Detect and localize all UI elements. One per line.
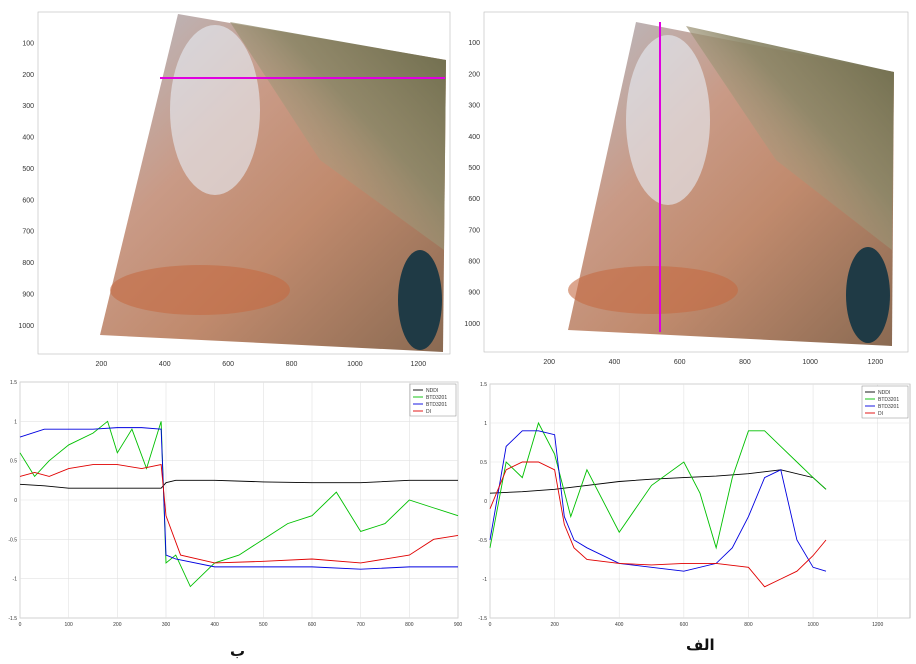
legend-label: NDDI bbox=[426, 388, 438, 394]
gulf-water bbox=[846, 247, 890, 343]
satellite-image-panel-left: 200 400 600 800 1000 1200 100 200 300 400 500 600 70… bbox=[18, 11, 451, 368]
x-tick-label: 600 bbox=[308, 622, 317, 628]
x-tick-label: 1200 bbox=[411, 361, 427, 368]
y-tick-label: -0.5 bbox=[8, 537, 17, 543]
y-tick-label: 500 bbox=[22, 166, 34, 173]
x-tick-label: 1200 bbox=[868, 359, 884, 366]
x-tick-label: 400 bbox=[609, 359, 621, 366]
legend-label: BTD3201 bbox=[426, 395, 447, 401]
x-tick-label: 500 bbox=[259, 622, 268, 628]
y-tick-label: -1.5 bbox=[478, 616, 487, 622]
y-tick-label: 300 bbox=[22, 103, 34, 110]
caption-left: ب bbox=[230, 642, 246, 660]
series-line-btd3201 bbox=[489, 421, 827, 550]
y-tick-label: 800 bbox=[22, 260, 34, 267]
x-tick-label: 0 bbox=[19, 622, 22, 628]
x-tick-label: 400 bbox=[159, 361, 171, 368]
y-tick-label: 1000 bbox=[464, 321, 480, 328]
y-tick-label: 0.5 bbox=[10, 459, 17, 465]
y-tick-label: 0 bbox=[14, 498, 17, 504]
y-tick-label: 600 bbox=[22, 197, 34, 204]
series-line-nddi bbox=[489, 469, 827, 494]
y-tick-label: 1000 bbox=[18, 323, 34, 330]
x-tick-label: 200 bbox=[113, 622, 122, 628]
axis-ticks-right-image: 200 400 600 800 1000 1200 100 200 300 400 500 600 70… bbox=[464, 40, 883, 366]
series-line-nddi bbox=[19, 479, 458, 489]
y-tick-label: -0.5 bbox=[478, 538, 487, 544]
y-tick-label: 900 bbox=[22, 291, 34, 298]
sand-sea bbox=[568, 266, 738, 314]
x-tick-label: 1200 bbox=[872, 622, 883, 628]
x-tick-label: 200 bbox=[543, 359, 555, 366]
x-tick-label: 800 bbox=[739, 359, 751, 366]
series-line-btd3201 bbox=[19, 420, 459, 588]
x-tick-label: 200 bbox=[550, 622, 559, 628]
vegetation-overlay bbox=[686, 26, 894, 250]
x-tick-label: 700 bbox=[356, 622, 365, 628]
axis-ticks-left-image: 200 400 600 800 1000 1200 100 200 300 400 500 600 70… bbox=[18, 40, 426, 368]
y-tick-label: 400 bbox=[22, 135, 34, 142]
series-line-btd3201 bbox=[19, 427, 458, 570]
x-tick-label: 800 bbox=[744, 622, 753, 628]
profile-chart-left: 0 100 200 300 400 500 600 700 800 900 -1.5 -1 -0.5 0 0… bbox=[8, 380, 462, 628]
legend-label: NDDI bbox=[878, 390, 890, 396]
y-tick-label: 800 bbox=[468, 259, 480, 266]
y-tick-label: 900 bbox=[468, 290, 480, 297]
x-tick-label: 0 bbox=[489, 622, 492, 628]
legend-label: BTD3201 bbox=[426, 402, 447, 408]
satellite-image-panel-right: 200 400 600 800 1000 1200 100 200 300 400 500 600 70… bbox=[464, 11, 909, 366]
y-tick-label: 300 bbox=[468, 103, 480, 110]
x-tick-label: 100 bbox=[64, 622, 73, 628]
caption-right: الف bbox=[686, 636, 715, 654]
legend-label: BTD3201 bbox=[878, 404, 899, 410]
series-line-di bbox=[19, 464, 459, 564]
legend-label: DI bbox=[426, 409, 431, 415]
y-tick-label: 600 bbox=[468, 196, 480, 203]
series-line-btd3201 bbox=[489, 430, 827, 572]
legend-label: DI bbox=[878, 411, 883, 417]
x-tick-label: 1000 bbox=[808, 622, 819, 628]
y-tick-label: 200 bbox=[22, 72, 34, 79]
y-tick-label: 1 bbox=[14, 419, 17, 425]
gulf-water bbox=[398, 250, 442, 350]
y-tick-label: 100 bbox=[22, 40, 34, 47]
y-tick-label: 0.5 bbox=[480, 460, 487, 466]
x-tick-label: 400 bbox=[210, 622, 219, 628]
x-tick-label: 600 bbox=[674, 359, 686, 366]
x-tick-label: 800 bbox=[286, 361, 298, 368]
y-tick-label: 1 bbox=[484, 421, 487, 427]
y-tick-label: 1.5 bbox=[10, 380, 17, 386]
y-tick-label: 1.5 bbox=[480, 382, 487, 388]
y-tick-label: 100 bbox=[468, 40, 480, 47]
y-tick-label: 700 bbox=[22, 229, 34, 236]
legend-label: BTD3201 bbox=[878, 397, 899, 403]
dust-plume bbox=[170, 25, 260, 195]
x-tick-label: 400 bbox=[615, 622, 624, 628]
sand-sea bbox=[110, 265, 290, 315]
y-tick-label: -1 bbox=[13, 577, 18, 583]
y-tick-label: 0 bbox=[484, 499, 487, 505]
x-tick-label: 1000 bbox=[347, 361, 363, 368]
x-tick-label: 600 bbox=[222, 361, 234, 368]
y-tick-label: -1.5 bbox=[8, 616, 17, 622]
dust-plume bbox=[626, 35, 710, 205]
x-tick-label: 1000 bbox=[802, 359, 818, 366]
x-tick-label: 800 bbox=[405, 622, 414, 628]
y-tick-label: 700 bbox=[468, 227, 480, 234]
y-tick-label: 500 bbox=[468, 165, 480, 172]
x-tick-label: 200 bbox=[96, 361, 108, 368]
x-tick-label: 300 bbox=[162, 622, 171, 628]
y-tick-label: 400 bbox=[468, 134, 480, 141]
y-tick-label: 200 bbox=[468, 71, 480, 78]
y-tick-label: -1 bbox=[483, 577, 488, 583]
x-tick-label: 600 bbox=[680, 622, 689, 628]
profile-chart-right: 0 200 400 600 800 1000 1200 -1.5 -1 -0.5 0 0.5 1 1.5 N… bbox=[478, 382, 911, 628]
series-line-di bbox=[489, 461, 827, 588]
x-tick-label: 900 bbox=[454, 622, 462, 628]
